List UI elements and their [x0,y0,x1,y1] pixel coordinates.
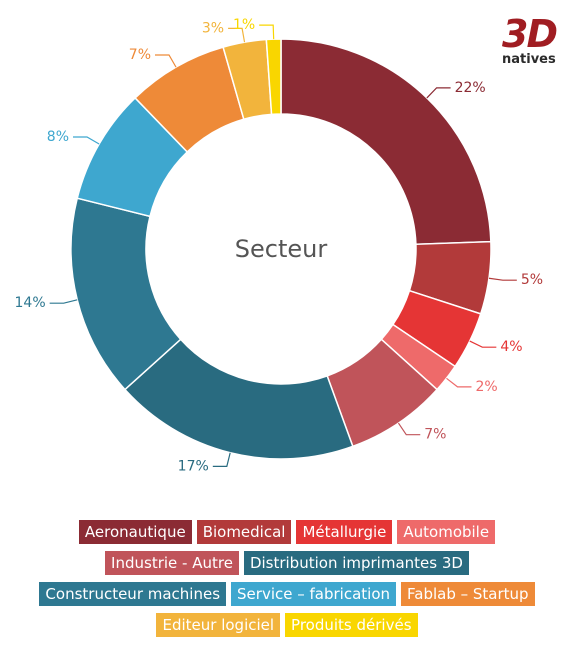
legend-item-automobile: Automobile [397,520,496,544]
legend-item-metallurgie: Métallurgie [296,520,393,544]
legend-item-fablab-startup: Fablab – Startup [401,582,535,606]
donut-slice-aeronautique [280,38,492,246]
leader-line [469,340,497,348]
leader-line [49,299,78,304]
legend-item-produits-derives: Produits dérivés [285,613,418,637]
percent-labels: 22% 5% 4% 2% 7% 17% 14% 8% 7% 3% 1% [15,17,544,474]
percent-label: 2% [476,379,498,395]
donut-chart: 22% 5% 4% 2% 7% 17% 14% 8% 7% 3% 1% Secteur [15,17,544,474]
legend-item-distribution-imprimantes: Distribution imprimantes 3D [243,551,469,575]
legend-item-editeur-logiciel: Editeur logiciel [156,613,281,637]
legend-row: Industrie - Autre Distribution imprimant… [0,551,574,575]
donut-slices [70,38,492,460]
leader-line [488,277,517,281]
legend-item-biomedical: Biomedical [196,520,292,544]
leader-line [155,54,177,68]
percent-label: 4% [500,339,522,355]
percent-label: 3% [202,20,224,36]
leader-line [397,422,421,436]
legend-item-service-fabrication: Service – fabrication [231,582,397,606]
legend: Aeronautique Biomedical Métallurgie Auto… [0,520,574,644]
percent-label: 1% [233,17,255,33]
percent-label: 22% [455,80,486,96]
leader-line [212,452,231,467]
brand-logo: 3D natives [494,14,570,70]
legend-item-industrie-autre: Industrie - Autre [105,551,239,575]
percent-label: 8% [47,129,69,145]
percent-label: 7% [129,47,151,63]
percent-label: 5% [521,272,543,288]
leader-lines [49,24,517,467]
leader-line [446,377,472,388]
center-label: Secteur [235,235,328,263]
percent-label: 14% [15,295,46,311]
leader-line [426,87,451,99]
legend-item-aeronautique: Aeronautique [78,520,192,544]
leader-line [259,24,275,40]
logo-natives-text: natives [502,52,556,67]
legend-row: Constructeur machines Service – fabricat… [0,582,574,606]
percent-label: 17% [178,458,209,474]
legend-item-constructeur-machines: Constructeur machines [39,582,227,606]
percent-label: 7% [424,427,446,443]
logo-3d-text: 3D [502,12,558,56]
legend-row: Editeur logiciel Produits dérivés [0,613,574,637]
leader-line [228,27,246,43]
legend-row: Aeronautique Biomedical Métallurgie Auto… [0,520,574,544]
donut-slice-produits-d-riv-s [265,38,282,116]
leader-line [73,136,100,145]
